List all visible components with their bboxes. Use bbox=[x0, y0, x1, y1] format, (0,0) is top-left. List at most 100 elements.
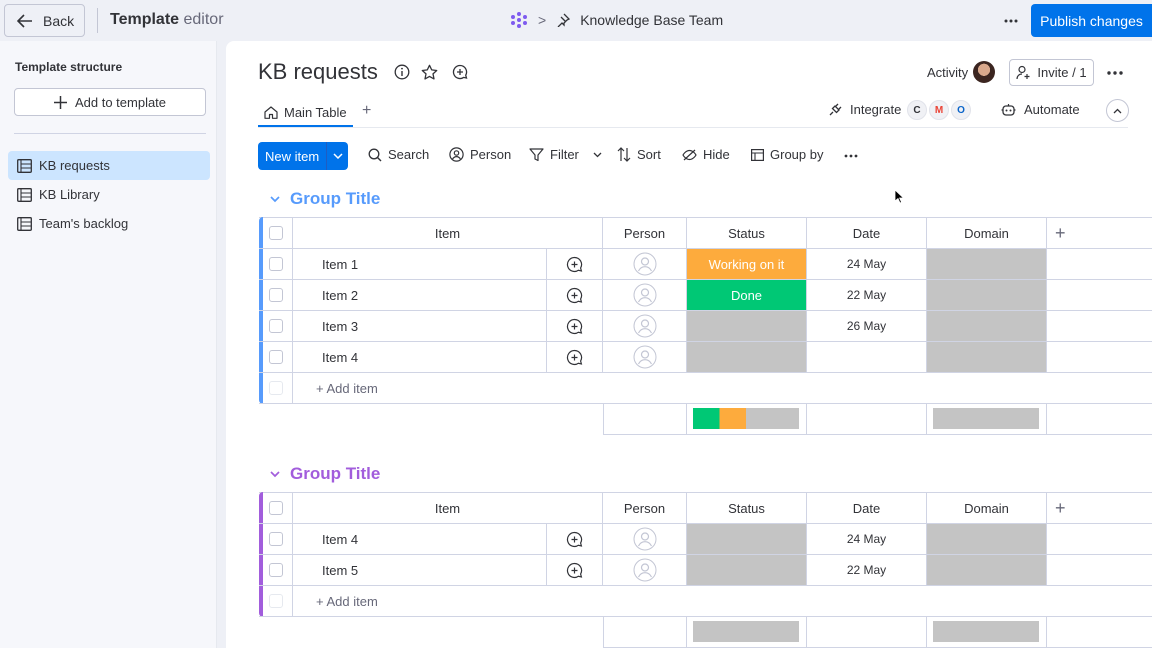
add-to-template-button[interactable]: Add to template bbox=[14, 88, 206, 116]
date-cell[interactable]: 24 May bbox=[807, 249, 927, 279]
row-checkbox[interactable] bbox=[259, 342, 293, 372]
group-title[interactable]: Group Title bbox=[270, 189, 380, 209]
integrate-button[interactable]: Integrate bbox=[828, 102, 901, 117]
item-name[interactable]: Item 5 bbox=[293, 555, 547, 585]
sidebar-item-kb-requests[interactable]: KB requests bbox=[8, 151, 210, 180]
sidebar-item-teams-backlog[interactable]: Team's backlog bbox=[8, 209, 210, 238]
status-badge[interactable]: Done bbox=[687, 280, 807, 310]
group-title[interactable]: Group Title bbox=[270, 464, 380, 484]
table-row[interactable]: Item 4 bbox=[259, 342, 1152, 373]
domain-cell[interactable] bbox=[927, 342, 1047, 372]
tab-main-table[interactable]: Main Table bbox=[258, 99, 353, 127]
date-cell[interactable] bbox=[807, 342, 927, 372]
row-checkbox[interactable] bbox=[259, 311, 293, 341]
date-cell[interactable]: 24 May bbox=[807, 524, 927, 554]
status-badge[interactable]: Working on it bbox=[687, 249, 807, 279]
item-name[interactable]: Item 3 bbox=[293, 311, 547, 341]
domain-summary[interactable] bbox=[927, 404, 1047, 435]
column-header-domain[interactable]: Domain bbox=[927, 218, 1047, 248]
collapse-header-button[interactable] bbox=[1106, 99, 1129, 122]
add-update-icon[interactable] bbox=[547, 280, 603, 310]
add-update-icon[interactable] bbox=[547, 342, 603, 372]
sidebar-item-kb-library[interactable]: KB Library bbox=[8, 180, 210, 209]
back-button[interactable]: Back bbox=[4, 4, 85, 37]
filter-button[interactable]: Filter bbox=[529, 147, 602, 162]
status-badge[interactable] bbox=[687, 311, 807, 341]
add-update-icon[interactable] bbox=[547, 311, 603, 341]
add-item-button[interactable]: + Add item bbox=[316, 593, 378, 609]
row-checkbox[interactable] bbox=[259, 249, 293, 279]
invite-button[interactable]: Invite / 1 bbox=[1009, 59, 1094, 86]
item-name[interactable]: Item 4 bbox=[293, 342, 547, 372]
row-checkbox[interactable] bbox=[259, 555, 293, 585]
domain-cell[interactable] bbox=[927, 249, 1047, 279]
publish-changes-button[interactable]: Publish changes bbox=[1031, 4, 1152, 37]
item-name[interactable]: Item 4 bbox=[293, 524, 547, 554]
activity-link[interactable]: Activity bbox=[927, 65, 969, 80]
star-icon[interactable] bbox=[420, 63, 438, 81]
search-button[interactable]: Search bbox=[368, 147, 429, 162]
item-name[interactable]: Item 2 bbox=[293, 280, 547, 310]
person-avatar-icon[interactable] bbox=[603, 342, 687, 372]
table-row[interactable]: Item 5 22 May bbox=[259, 555, 1152, 586]
person-avatar-icon[interactable] bbox=[603, 249, 687, 279]
column-header-person[interactable]: Person bbox=[603, 218, 687, 248]
status-badge[interactable] bbox=[687, 524, 807, 554]
status-summary[interactable] bbox=[687, 617, 807, 648]
add-update-icon[interactable] bbox=[547, 249, 603, 279]
add-update-icon[interactable] bbox=[547, 555, 603, 585]
column-header-date[interactable]: Date bbox=[807, 218, 927, 248]
add-item-button[interactable]: + Add item bbox=[316, 380, 378, 396]
column-header-item[interactable]: Item bbox=[293, 218, 603, 248]
person-filter-button[interactable]: Person bbox=[449, 147, 511, 162]
new-item-button[interactable]: New item bbox=[258, 142, 348, 170]
column-header-status[interactable]: Status bbox=[687, 218, 807, 248]
table-row[interactable]: Item 3 26 May bbox=[259, 311, 1152, 342]
status-summary[interactable] bbox=[687, 404, 807, 435]
integration-logos[interactable]: C M O bbox=[907, 100, 971, 120]
domain-cell[interactable] bbox=[927, 280, 1047, 310]
add-column-button[interactable]: + bbox=[1047, 493, 1152, 523]
add-view-button[interactable]: + bbox=[362, 102, 372, 119]
person-avatar-icon[interactable] bbox=[603, 280, 687, 310]
domain-cell[interactable] bbox=[927, 555, 1047, 585]
table-row[interactable]: Item 2 Done 22 May bbox=[259, 280, 1152, 311]
status-badge[interactable] bbox=[687, 555, 807, 585]
column-header-date[interactable]: Date bbox=[807, 493, 927, 523]
more-options-icon[interactable] bbox=[844, 154, 858, 158]
item-name[interactable]: Item 1 bbox=[293, 249, 547, 279]
date-cell[interactable]: 22 May bbox=[807, 555, 927, 585]
date-cell[interactable]: 26 May bbox=[807, 311, 927, 341]
more-options-icon[interactable] bbox=[999, 11, 1023, 31]
more-options-icon[interactable] bbox=[1104, 63, 1126, 83]
table-row[interactable]: Item 4 24 May bbox=[259, 524, 1152, 555]
column-header-domain[interactable]: Domain bbox=[927, 493, 1047, 523]
row-checkbox[interactable] bbox=[259, 280, 293, 310]
domain-cell[interactable] bbox=[927, 524, 1047, 554]
row-checkbox[interactable] bbox=[259, 524, 293, 554]
chevron-down-icon[interactable] bbox=[326, 142, 348, 170]
person-avatar-icon[interactable] bbox=[603, 311, 687, 341]
column-header-person[interactable]: Person bbox=[603, 493, 687, 523]
avatar[interactable] bbox=[973, 61, 995, 83]
date-cell[interactable]: 22 May bbox=[807, 280, 927, 310]
column-header-item[interactable]: Item bbox=[293, 493, 603, 523]
automate-button[interactable]: Automate bbox=[1001, 102, 1080, 117]
chevron-down-icon[interactable] bbox=[270, 470, 280, 478]
select-all-checkbox[interactable] bbox=[259, 218, 293, 248]
status-badge[interactable] bbox=[687, 342, 807, 372]
info-icon[interactable] bbox=[393, 63, 411, 81]
person-avatar-icon[interactable] bbox=[603, 524, 687, 554]
chevron-down-icon[interactable] bbox=[270, 195, 280, 203]
select-all-checkbox[interactable] bbox=[259, 493, 293, 523]
person-avatar-icon[interactable] bbox=[603, 555, 687, 585]
domain-summary[interactable] bbox=[927, 617, 1047, 648]
updates-icon[interactable] bbox=[451, 63, 469, 81]
chevron-down-icon[interactable] bbox=[593, 152, 602, 158]
hide-button[interactable]: Hide bbox=[682, 147, 730, 162]
column-header-status[interactable]: Status bbox=[687, 493, 807, 523]
domain-cell[interactable] bbox=[927, 311, 1047, 341]
page-title[interactable]: KB requests bbox=[258, 59, 378, 84]
sort-button[interactable]: Sort bbox=[617, 147, 661, 162]
add-update-icon[interactable] bbox=[547, 524, 603, 554]
